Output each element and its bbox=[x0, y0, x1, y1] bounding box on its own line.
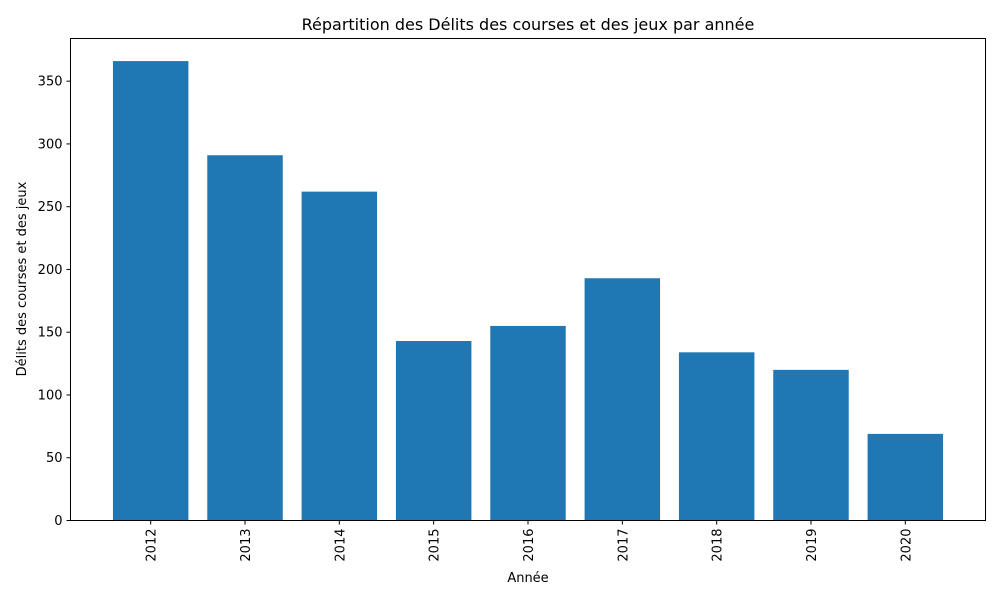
bar-2020 bbox=[867, 433, 944, 521]
y-tick-label: 200 bbox=[38, 263, 63, 278]
x-tick-label-2015: 2015 bbox=[428, 529, 443, 562]
x-tick-label-2012: 2012 bbox=[145, 529, 160, 562]
bar-2017 bbox=[584, 278, 661, 521]
y-tick-label: 100 bbox=[38, 388, 63, 403]
bar-2014 bbox=[301, 191, 378, 521]
y-axis-label: Délits des courses et des jeux bbox=[15, 181, 30, 376]
plot-frame bbox=[70, 38, 986, 521]
y-tick-label: 50 bbox=[46, 451, 63, 466]
bars-group bbox=[112, 61, 944, 521]
y-axis: 0 50 100 150 200 250 300 350 bbox=[38, 75, 71, 529]
x-tick-label-2013: 2013 bbox=[239, 529, 254, 562]
x-tick-label-2019: 2019 bbox=[805, 529, 820, 562]
x-tick-label-2016: 2016 bbox=[522, 529, 537, 562]
x-tick-label-2020: 2020 bbox=[899, 529, 914, 562]
x-axis: 2012 2013 2014 2015 2016 2017 2018 2019 2020 bbox=[145, 520, 914, 562]
x-tick-label-2018: 2018 bbox=[711, 529, 726, 562]
bar-2012 bbox=[112, 61, 189, 521]
x-tick-label-2017: 2017 bbox=[616, 529, 631, 562]
y-tick-label: 300 bbox=[38, 137, 63, 152]
bar-2018 bbox=[678, 352, 755, 521]
y-tick-label: 150 bbox=[38, 326, 63, 341]
y-tick-label: 350 bbox=[38, 75, 63, 90]
bar-2015 bbox=[395, 341, 472, 521]
bar-2019 bbox=[773, 369, 849, 521]
chart-title: Répartition des Délits des courses et de… bbox=[302, 15, 755, 34]
bar-2013 bbox=[207, 155, 283, 521]
x-axis-label: Année bbox=[507, 571, 548, 586]
bar-2016 bbox=[490, 325, 566, 521]
y-tick-label: 0 bbox=[54, 514, 62, 529]
y-tick-label: 250 bbox=[38, 200, 63, 215]
x-tick-label-2014: 2014 bbox=[333, 529, 348, 562]
